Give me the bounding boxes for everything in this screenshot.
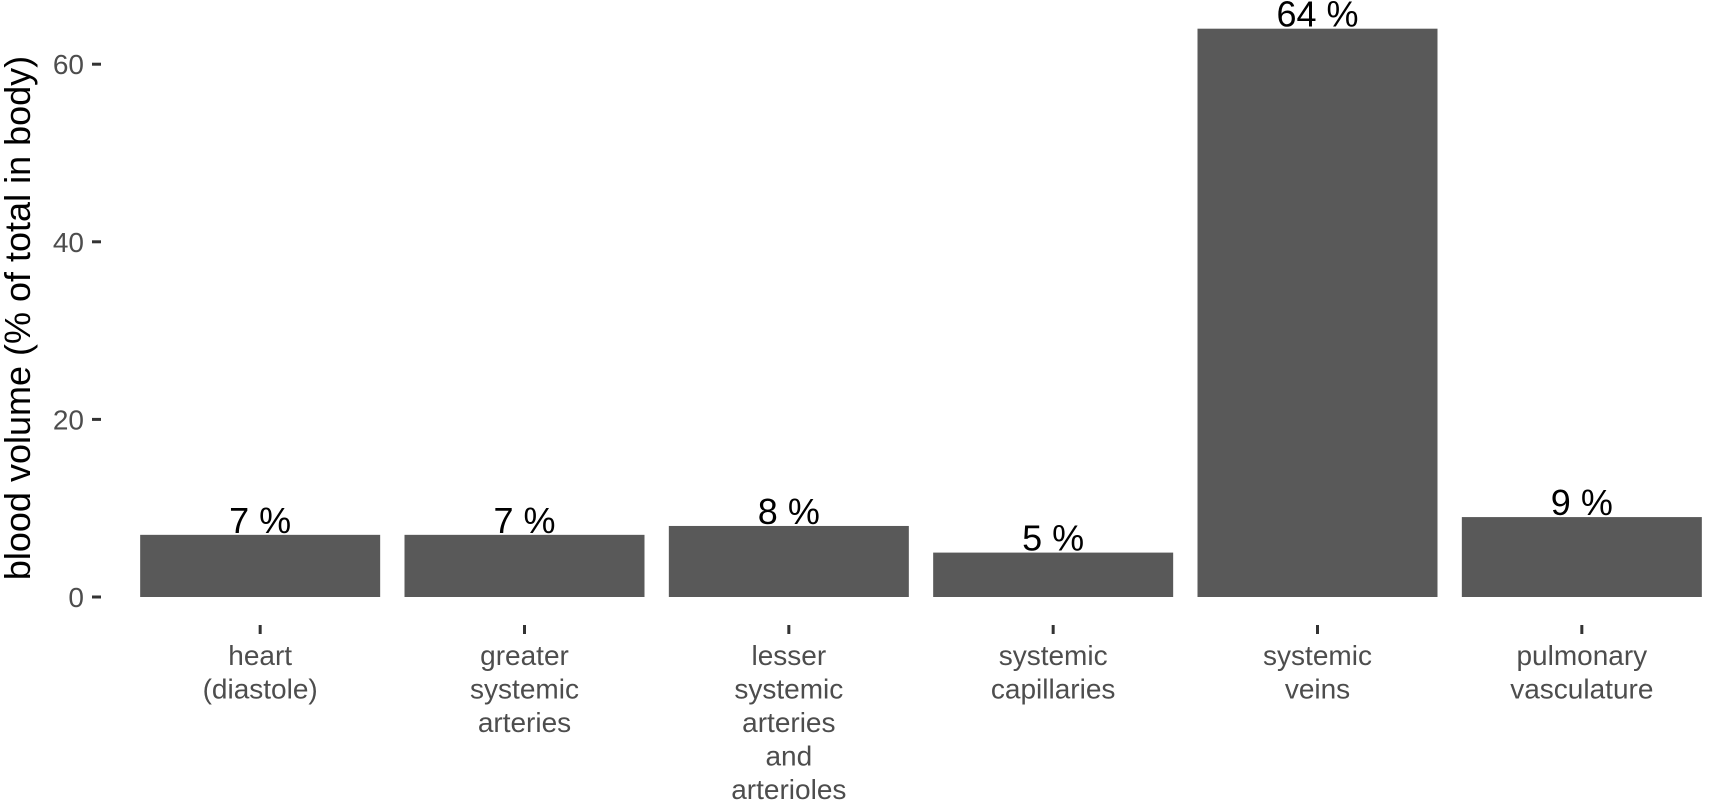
x-axis: heart (diastole)greater systemic arteriesle… [203,625,1653,802]
x-tick-label-line: greater [480,640,569,671]
bar-value-label: 9 % [1551,482,1613,523]
x-tick-label-line: pulmonary [1516,640,1647,671]
x-tick-label-line: vasculature [1510,674,1653,705]
x-tick-label-line: systemic [470,674,579,705]
y-tick-label: 60 [53,49,84,80]
bar [404,534,645,597]
x-tick-label-line: veins [1285,674,1350,705]
y-tick-label: 20 [53,404,84,435]
x-tick-label: systemic veins [1263,640,1372,705]
x-tick-label: pulmonary vasculature [1510,640,1653,705]
x-tick-label: greater systemic arteries [470,640,579,738]
y-tick-label: 40 [53,227,84,258]
bars-group: 7 % 7 % 8 % 5 % 64 % 9 % [140,0,1702,598]
bar-value-label: 64 % [1276,0,1358,35]
x-tick-label-line: arteries [478,707,571,738]
bar [140,534,381,597]
bar-value-label: 8 % [758,491,820,532]
bar-value-label: 7 % [229,500,291,541]
x-tick-label: systemic capillaries [991,640,1116,705]
x-tick-label: heart (diastole) [203,640,318,705]
x-tick-label-line: systemic [1263,640,1372,671]
x-tick-label-line: heart [228,640,292,671]
x-tick-label-line: (diastole) [203,674,318,705]
bar-value-label: 5 % [1022,518,1084,559]
x-tick-label-line: arteries [742,707,835,738]
y-axis: 0 20 40 60 [53,49,101,613]
x-tick-label-line: systemic [999,640,1108,671]
bar [1197,28,1438,598]
x-tick-label-line: and [765,741,812,772]
x-tick-label-line: systemic [734,674,843,705]
y-tick-label: 0 [68,582,84,613]
bar [1461,517,1702,597]
bar [933,552,1174,597]
bar [668,525,909,597]
x-tick-label-line: capillaries [991,674,1116,705]
x-tick-label: lesser systemic arteries and arterioles [731,640,846,802]
y-axis-title: blood volume (% of total in body) [0,56,38,580]
x-tick-label-line: lesser [751,640,826,671]
bar-value-label: 7 % [493,500,555,541]
x-tick-label-line: arterioles [731,774,846,802]
